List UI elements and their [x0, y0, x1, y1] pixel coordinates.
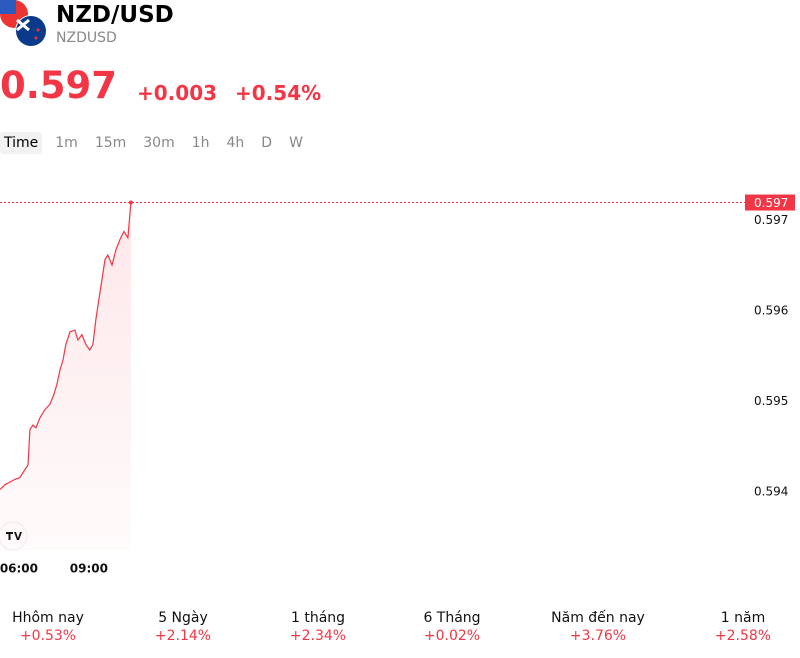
price-line [0, 202, 132, 490]
period-change: +2.34% [289, 628, 347, 644]
period-label: Hhôm nay [12, 610, 84, 626]
symbol: NZDUSD [56, 30, 117, 46]
area [0, 202, 131, 550]
performance-item[interactable]: Hhôm nay +0.53% [0, 610, 113, 644]
x-tick-label: 09:00 [70, 562, 108, 576]
change: +0.003 [137, 81, 218, 105]
x-tick-label: 06:00 [0, 562, 38, 576]
interval-tab[interactable]: W [289, 135, 303, 151]
star [34, 36, 38, 40]
interval-tab[interactable]: 1m [55, 135, 78, 151]
price: 0.597 [0, 64, 118, 107]
y-tick-label: 0.594 [754, 485, 788, 499]
period-change: +0.53% [19, 628, 77, 644]
star [36, 28, 40, 32]
interval-tab[interactable]: D [261, 135, 273, 151]
y-tick-label: 0.597 [754, 213, 788, 227]
performance-item[interactable]: 1 tháng +2.34% [253, 610, 383, 644]
interval-tab[interactable]: 30m [143, 135, 175, 151]
period-change: +2.58% [714, 628, 772, 644]
performance-row: Hhôm nay +0.53% 5 Ngày +2.14% 1 tháng +2.34% 6… [0, 610, 800, 650]
flag-icons [0, 0, 47, 47]
interval-tab[interactable]: 15m [94, 135, 127, 151]
period-label: 1 năm [720, 610, 766, 626]
last-point [128, 200, 133, 205]
performance-item[interactable]: 1 năm +2.58% [678, 610, 800, 644]
y-tick-label: 0.596 [754, 304, 788, 318]
interval-tab[interactable]: 1h [191, 135, 210, 151]
period-change: +0.02% [423, 628, 481, 644]
interval-tab[interactable]: 4h [226, 135, 245, 151]
union-jack [16, 18, 30, 32]
interval-tab[interactable]: Time [0, 132, 43, 154]
price-tag [745, 194, 795, 211]
y-tick-label: 0.595 [754, 394, 788, 408]
period-change: +2.14% [154, 628, 212, 644]
performance-item[interactable]: Năm đến nay +3.76% [533, 610, 663, 644]
period-label: Năm đến nay [551, 610, 645, 626]
performance-item[interactable]: 5 Ngày +2.14% [118, 610, 248, 644]
change-percent: +0.54% [235, 81, 322, 105]
period-change: +3.76% [569, 628, 627, 644]
period-label: 6 Tháng [423, 610, 481, 626]
us-canton [0, 0, 16, 14]
price-tag-label: 0.597 [754, 196, 788, 210]
period-label: 1 tháng [290, 610, 346, 626]
performance-item[interactable]: 6 Tháng +0.02% [387, 610, 517, 644]
pair-title: NZD/USD [56, 2, 174, 28]
chart: 0.594 0.595 0.596 0.597 06:00 09:00 0.597 [0, 194, 795, 576]
period-label: 5 Ngày [158, 610, 208, 626]
interval-tabs: Time 1m 15m 30m 1h 4h D W [0, 132, 316, 154]
